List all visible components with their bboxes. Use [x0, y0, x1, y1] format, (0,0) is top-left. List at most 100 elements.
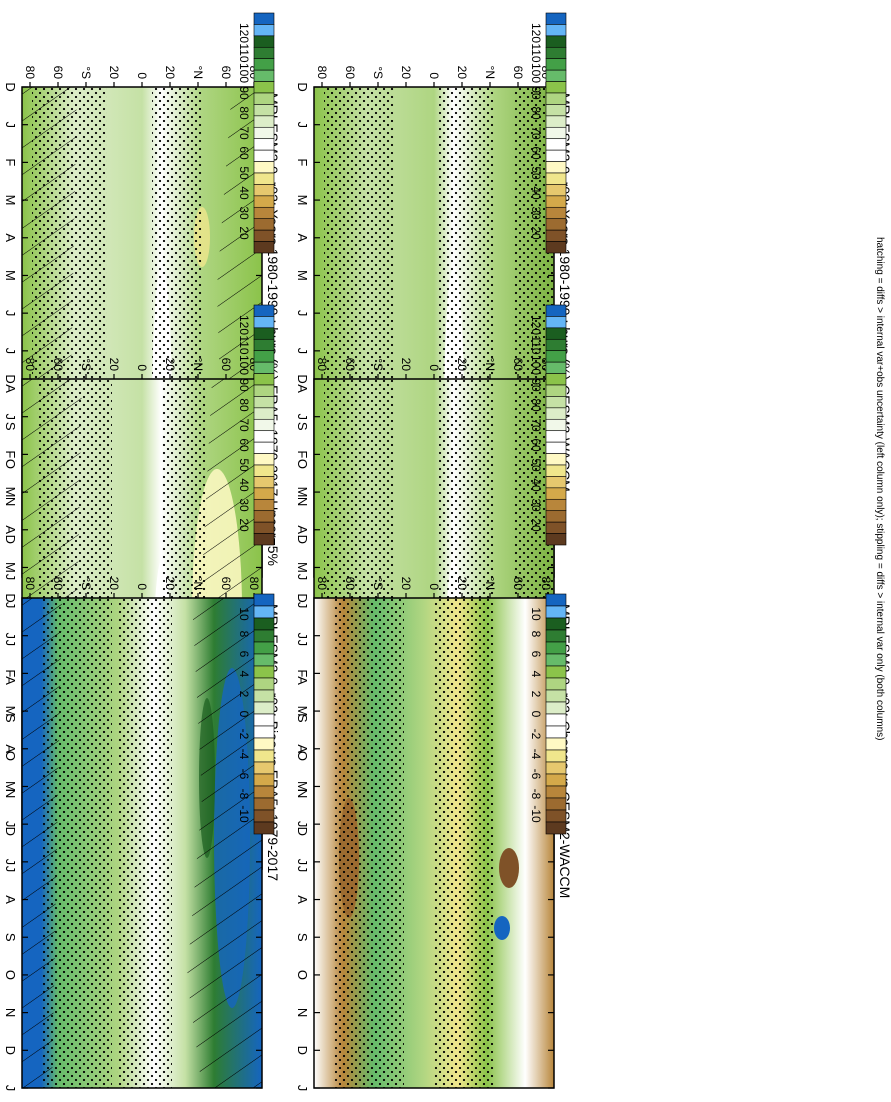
colorbar-label: 70 — [529, 126, 543, 140]
colorbar-swatch — [545, 689, 567, 703]
x-tick-label: D — [3, 593, 18, 602]
colorbar-swatch — [253, 58, 275, 71]
colorbar-label: 60 — [529, 146, 543, 160]
colorbar-swatch — [253, 773, 275, 787]
colorbar-swatch — [545, 35, 567, 48]
y-tick-label: °S — [79, 358, 93, 371]
colorbar-swatch — [253, 453, 275, 466]
colorbar-swatch — [253, 653, 275, 667]
colorbar-label: -10 — [529, 805, 543, 823]
colorbar-swatch — [545, 773, 567, 787]
colorbar-swatch — [253, 12, 275, 25]
footnote: hatching = diffs > internal var+obs unce… — [874, 237, 885, 741]
colorbar-label: 50 — [237, 166, 251, 180]
y-tick-label: °S — [371, 358, 385, 371]
colorbar-swatch — [253, 430, 275, 443]
colorbar-swatch — [253, 605, 275, 619]
colorbar-swatch — [253, 304, 275, 317]
colorbar-label: 90 — [237, 378, 251, 392]
colorbar-swatch — [545, 441, 567, 454]
colorbar-swatch — [545, 161, 567, 174]
wet-change-region — [494, 916, 510, 940]
x-tick-label: D — [295, 827, 310, 836]
colorbar-swatch — [253, 327, 275, 340]
colorbar-swatch — [545, 241, 567, 254]
x-tick-label: J — [295, 1085, 310, 1092]
x-tick-label: J — [295, 640, 310, 647]
x-tick-label: N — [295, 497, 310, 506]
y-tick-label: 80 — [247, 577, 261, 591]
x-tick-label: J — [295, 121, 310, 128]
colorbar-swatch — [253, 195, 275, 208]
y-tick-label: 20 — [163, 577, 177, 591]
y-tick-label: °N — [483, 66, 497, 79]
colorbar-label: 20 — [237, 518, 251, 532]
colorbar-label: 120 — [237, 23, 251, 43]
colorbar-swatch — [253, 407, 275, 420]
colorbar-label: 70 — [237, 126, 251, 140]
colorbar-swatch — [253, 441, 275, 454]
x-tick-label: A — [295, 233, 310, 242]
colorbar-label: 20 — [529, 518, 543, 532]
y-tick-label: °N — [483, 577, 497, 590]
colorbar-swatch — [253, 641, 275, 655]
colorbar-swatch — [253, 361, 275, 374]
x-tick-label: D — [295, 82, 310, 91]
y-tick-label: 60 — [51, 66, 65, 80]
y-tick-label: 20 — [399, 358, 413, 372]
x-tick-label: N — [3, 789, 18, 798]
y-tick-label: °S — [79, 66, 93, 79]
colorbar-swatch — [253, 92, 275, 105]
colorbar-swatch — [545, 115, 567, 128]
x-tick-label: D — [295, 374, 310, 383]
colorbar-swatch — [253, 737, 275, 751]
x-tick-label: D — [295, 1046, 310, 1055]
colorbar-label: 40 — [237, 186, 251, 200]
colorbar-swatch — [253, 316, 275, 329]
y-tick-label: °N — [191, 358, 205, 371]
colorbar-swatch — [253, 629, 275, 643]
y-tick-label: °S — [79, 577, 93, 590]
colorbar-label: -4 — [529, 749, 543, 760]
stippling — [334, 598, 404, 1088]
x-tick-label: M — [3, 781, 18, 792]
colorbar-label: 40 — [237, 478, 251, 492]
x-tick-label: D — [295, 535, 310, 544]
colorbar-swatch — [545, 521, 567, 534]
colorbar-label: 90 — [529, 86, 543, 100]
colorbar-swatch — [253, 138, 275, 151]
x-tick-label: F — [3, 669, 18, 677]
colorbar-swatch — [253, 172, 275, 185]
y-tick-label: 60 — [219, 358, 233, 372]
x-tick-label: S — [295, 422, 310, 431]
colorbar-label: 50 — [237, 458, 251, 472]
colorbar-swatch — [253, 384, 275, 397]
x-tick-label: M — [295, 781, 310, 792]
colorbar-label: 120 — [237, 315, 251, 335]
colorbar-label: 0 — [237, 711, 251, 718]
colorbar-swatch — [545, 809, 567, 823]
colorbar-swatch — [253, 184, 275, 197]
x-tick-label: M — [295, 195, 310, 206]
colorbar-swatch — [545, 487, 567, 500]
x-tick-label: J — [3, 574, 18, 581]
colorbar-swatch — [253, 126, 275, 140]
y-tick-label: 60 — [343, 358, 357, 372]
colorbar-label: 4 — [529, 671, 543, 678]
colorbar-swatch — [545, 138, 567, 151]
colorbar-swatch — [253, 81, 275, 94]
y-tick-label: 20 — [399, 66, 413, 80]
colorbar-label: 50 — [529, 166, 543, 180]
colorbar-swatch — [253, 350, 275, 363]
x-tick-label: D — [3, 535, 18, 544]
colorbar-swatch — [545, 12, 567, 25]
y-tick-label: 80 — [23, 358, 37, 372]
colorbar-label: 2 — [529, 691, 543, 698]
colorbar-swatch — [253, 809, 275, 823]
colorbar-swatch — [545, 327, 567, 340]
x-tick-label: F — [295, 669, 310, 677]
